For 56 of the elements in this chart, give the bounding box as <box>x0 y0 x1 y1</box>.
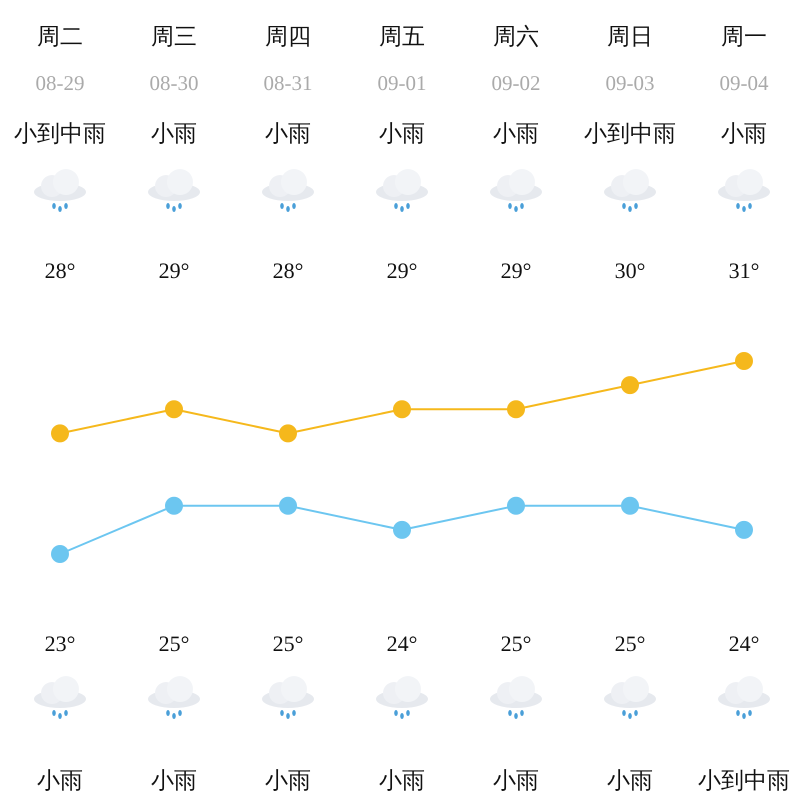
data-label: 25° <box>500 631 532 656</box>
data-label: 30° <box>614 258 646 283</box>
point <box>507 400 525 418</box>
text: 小雨 <box>265 121 311 147</box>
text: 08-31 <box>264 71 312 95</box>
text: 小到中雨 <box>584 121 676 147</box>
point <box>393 400 411 418</box>
x-tick-label: 周四 <box>265 24 311 50</box>
data-label: 29° <box>386 258 418 283</box>
text: 小雨 <box>265 768 311 794</box>
point <box>735 520 753 539</box>
data-label: 25° <box>272 631 304 656</box>
point <box>621 496 639 515</box>
data-label: 29° <box>158 258 190 283</box>
point <box>279 496 297 515</box>
point <box>507 496 525 515</box>
text: 小到中雨 <box>698 768 790 794</box>
data-label: 23° <box>44 631 76 656</box>
data-label: 29° <box>500 258 532 283</box>
text: 09-04 <box>720 71 769 95</box>
text: 小到中雨 <box>14 121 106 147</box>
point <box>165 400 183 418</box>
point <box>621 376 639 394</box>
point <box>393 520 411 539</box>
x-tick-label: 周一 <box>721 24 767 50</box>
text: 小雨 <box>493 121 539 147</box>
text: 小雨 <box>37 768 83 794</box>
text: 08-29 <box>36 71 84 95</box>
x-tick-label: 周五 <box>379 24 425 50</box>
text: 小雨 <box>151 768 197 794</box>
point <box>165 496 183 515</box>
data-label: 28° <box>272 258 304 283</box>
point <box>735 352 753 370</box>
point <box>51 424 69 442</box>
text: 09-01 <box>378 71 426 95</box>
data-label: 25° <box>158 631 190 656</box>
text: 09-03 <box>606 71 654 95</box>
text: 小雨 <box>151 121 197 147</box>
point <box>51 545 69 563</box>
data-label: 24° <box>728 631 760 656</box>
text: 08-30 <box>150 71 198 95</box>
text: 小雨 <box>493 768 539 794</box>
x-tick-label: 周三 <box>151 24 197 50</box>
data-label: 24° <box>386 631 418 656</box>
point <box>279 424 297 442</box>
x-tick-label: 周二 <box>37 24 83 50</box>
x-tick-label: 周日 <box>607 24 653 50</box>
text: 小雨 <box>721 121 767 147</box>
text: 小雨 <box>379 121 425 147</box>
data-label: 28° <box>44 258 76 283</box>
data-label: 31° <box>728 258 760 283</box>
text: 小雨 <box>379 768 425 794</box>
text: 小雨 <box>607 768 653 794</box>
text: 09-02 <box>492 71 540 95</box>
x-tick-label: 周六 <box>493 24 539 50</box>
data-label: 25° <box>614 631 646 656</box>
